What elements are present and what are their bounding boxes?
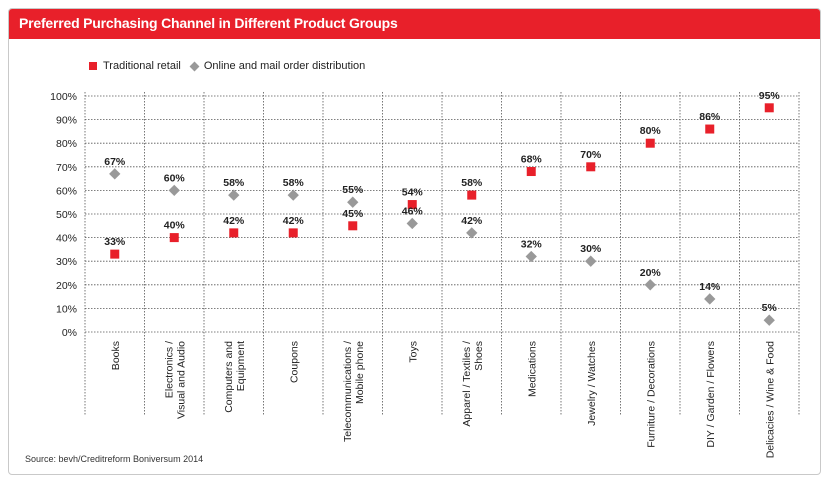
online-marker <box>109 168 121 180</box>
online-marker <box>406 217 418 230</box>
x-category-label-line: Shoes <box>473 341 485 371</box>
x-category-label-line: Toys <box>407 341 419 363</box>
x-category-label-line: Medications <box>526 341 538 397</box>
y-tick-label: 10% <box>56 303 77 315</box>
traditional-data-label: 86% <box>699 111 721 123</box>
online-data-label: 5% <box>762 302 778 314</box>
traditional-marker <box>348 221 358 231</box>
traditional-data-label: 45% <box>342 208 364 220</box>
traditional-marker <box>586 162 596 172</box>
x-category-label: Computers and Equipment <box>223 341 247 413</box>
x-category-label: Toys <box>407 341 419 363</box>
traditional-data-label: 33% <box>104 236 126 248</box>
x-category-label: Apparel / Textiles / Shoes <box>461 341 485 427</box>
y-tick-label: 60% <box>56 185 77 197</box>
online-data-label: 30% <box>580 243 602 255</box>
traditional-data-label: 68% <box>521 154 543 166</box>
online-marker <box>466 227 478 239</box>
x-category-label-line: Equipment <box>235 341 247 391</box>
online-marker <box>763 314 775 326</box>
traditional-data-label: 42% <box>223 215 245 227</box>
x-category-label-line: Telecommunications / <box>342 341 354 442</box>
online-data-label: 32% <box>521 238 543 250</box>
online-data-label: 58% <box>223 177 245 189</box>
y-tick-label: 30% <box>56 256 77 268</box>
x-category-label-line: Computers and <box>223 341 235 413</box>
online-marker <box>585 255 597 267</box>
traditional-marker <box>645 138 655 148</box>
online-data-label: 60% <box>164 172 186 184</box>
y-tick-label: 80% <box>56 138 77 150</box>
online-data-label: 67% <box>104 156 126 168</box>
x-category-label: Electronics / Visual and Audio <box>163 341 187 419</box>
online-marker <box>644 279 656 291</box>
chart-plot: 0% 10% 20% 30% 40% 50% 60% 70% 80% 90% 100% Books El… <box>50 90 800 458</box>
online-data-label: 42% <box>461 215 483 227</box>
traditional-data-label: 58% <box>461 177 483 189</box>
x-category-label: Furniture / Decorations <box>645 341 657 448</box>
title-bar: Preferred Purchasing Channel in Differen… <box>9 9 820 39</box>
x-category-label-line: Coupons <box>288 341 300 383</box>
traditional-marker <box>764 103 774 113</box>
x-category-label-line: DIY / Garden / Flowers <box>705 341 717 448</box>
x-category-label-line: Mobile phone <box>354 341 366 404</box>
x-category-label-line: Books <box>110 341 122 370</box>
x-category-label: Delicacies / Wine & Food <box>764 341 776 458</box>
traditional-data-label: 95% <box>759 90 781 102</box>
traditional-data-label: 42% <box>283 215 305 227</box>
online-data-label: 46% <box>402 205 424 217</box>
online-data-label: 14% <box>699 281 721 293</box>
x-category-label-line: Furniture / Decorations <box>645 341 657 448</box>
online-marker <box>287 189 299 201</box>
chart-frame: Preferred Purchasing Channel in Differen… <box>8 8 821 475</box>
traditional-marker <box>110 249 120 259</box>
traditional-data-label: 80% <box>640 125 662 137</box>
online-marker <box>704 293 716 305</box>
traditional-marker <box>288 228 298 238</box>
x-category-label-line: Visual and Audio <box>175 341 187 419</box>
chart-title: Preferred Purchasing Channel in Differen… <box>19 15 398 31</box>
traditional-data-label: 54% <box>402 187 424 199</box>
online-marker <box>168 184 180 197</box>
y-tick-label: 20% <box>56 280 77 292</box>
legend-label-traditional: Traditional retail <box>103 60 181 72</box>
y-tick-label: 70% <box>56 162 77 174</box>
online-marker <box>228 189 240 201</box>
x-category-label-line: Electronics / <box>163 341 175 398</box>
traditional-marker <box>407 200 417 210</box>
y-tick-label: 100% <box>50 91 77 103</box>
x-category-label: Telecommunications / Mobile phone <box>342 341 366 442</box>
x-category-label-line: Apparel / Textiles / <box>461 341 473 427</box>
traditional-marker <box>169 233 179 243</box>
traditional-marker <box>705 124 715 134</box>
source-note: Source: bevh/Creditreform Boniversum 201… <box>25 454 204 464</box>
x-category-label-line: Delicacies / Wine & Food <box>764 341 776 458</box>
legend: Traditional retail Online and mail order… <box>89 60 365 72</box>
x-category-label: Coupons <box>288 341 300 383</box>
traditional-data-label: 40% <box>164 220 186 232</box>
online-marker <box>347 196 359 208</box>
legend-label-online: Online and mail order distribution <box>203 60 366 72</box>
legend-square-marker <box>89 62 97 70</box>
x-category-label: Books <box>110 341 122 370</box>
traditional-marker <box>467 190 477 200</box>
online-data-label: 58% <box>283 177 305 189</box>
x-category-label: DIY / Garden / Flowers <box>705 341 717 448</box>
y-tick-label: 40% <box>56 233 77 245</box>
y-tick-label: 90% <box>56 115 77 127</box>
y-tick-label: 50% <box>56 209 77 221</box>
x-category-label: Medications <box>526 341 538 397</box>
online-data-label: 55% <box>342 184 364 196</box>
traditional-marker <box>229 228 239 238</box>
y-tick-label: 0% <box>62 327 77 339</box>
x-category-label: Jewelry / Watches <box>586 341 598 426</box>
online-data-label: 20% <box>640 267 662 279</box>
online-marker <box>525 250 537 263</box>
traditional-marker <box>526 167 536 177</box>
traditional-data-label: 70% <box>580 149 602 161</box>
x-category-label-line: Jewelry / Watches <box>586 341 598 426</box>
